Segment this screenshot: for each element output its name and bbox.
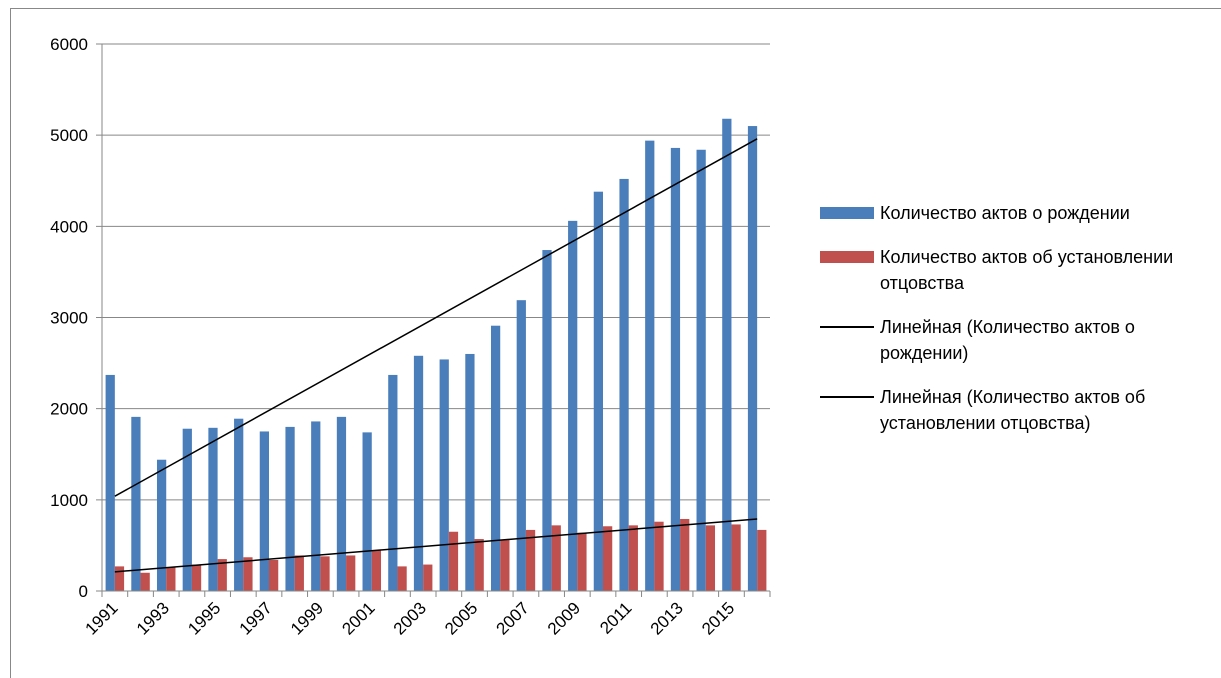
legend: Количество актов о рождении Количество ак… — [820, 200, 1210, 454]
bar — [336, 416, 347, 591]
y-tick-label: 2000 — [50, 400, 88, 419]
legend-swatch — [820, 326, 874, 328]
x-tick-label: 1997 — [236, 598, 276, 638]
legend-label: Линейная (Количество актов о рождении) — [880, 317, 1135, 363]
y-tick-label: 4000 — [50, 217, 88, 236]
bar — [191, 564, 202, 591]
bar — [619, 178, 629, 591]
bar — [114, 566, 125, 591]
bar — [439, 359, 449, 591]
bar — [705, 525, 716, 591]
legend-item: Линейная (Количество актов о рождении) — [820, 314, 1210, 366]
bar — [731, 524, 741, 591]
y-tick-label: 0 — [79, 582, 88, 601]
bar — [285, 426, 295, 591]
bar — [516, 300, 526, 591]
bar — [577, 532, 587, 591]
y-tick-label: 1000 — [50, 491, 88, 510]
bar — [208, 427, 218, 591]
bar — [362, 432, 372, 591]
x-tick-label: 1995 — [184, 598, 224, 638]
x-tick-label: 2011 — [596, 598, 635, 637]
bar — [551, 525, 561, 591]
bar — [320, 556, 330, 591]
bar — [490, 325, 501, 591]
bar — [371, 549, 382, 591]
bar — [696, 149, 706, 591]
bar — [465, 353, 475, 591]
bar — [525, 529, 536, 591]
bar — [140, 572, 150, 591]
bar — [680, 518, 690, 591]
x-tick-label: 1991 — [81, 598, 121, 638]
bar — [182, 428, 192, 591]
trend-line — [114, 518, 758, 573]
x-tick-label: 2001 — [338, 598, 378, 638]
legend-label: Количество актов об установлении отцовст… — [880, 247, 1174, 293]
bar — [448, 531, 459, 591]
legend-swatch — [820, 396, 874, 398]
bar — [269, 560, 279, 591]
bar — [542, 250, 552, 591]
bar — [346, 555, 356, 591]
bar — [234, 418, 244, 591]
x-tick-label: 2013 — [647, 598, 687, 638]
x-tick-label: 1999 — [287, 598, 327, 638]
x-tick-label: 1993 — [133, 598, 173, 638]
bar — [388, 374, 398, 591]
bar — [131, 416, 141, 591]
x-tick-label: 2015 — [698, 598, 738, 638]
bar — [593, 191, 603, 591]
legend-swatch — [820, 207, 874, 219]
legend-label: Количество актов о рождении — [880, 203, 1130, 223]
x-tick-label: 2003 — [390, 598, 430, 638]
bar — [628, 525, 638, 591]
bar — [500, 539, 510, 591]
bar — [311, 421, 321, 591]
bar — [105, 374, 115, 591]
bar — [166, 567, 176, 591]
bar — [397, 566, 407, 591]
legend-swatch — [820, 251, 874, 263]
bar — [294, 555, 304, 591]
y-tick-label: 5000 — [50, 126, 88, 145]
x-tick-label: 2007 — [493, 598, 533, 638]
bar — [603, 526, 613, 591]
legend-item: Линейная (Количество актов об установлен… — [820, 384, 1210, 436]
x-tick-label: 2009 — [544, 598, 584, 638]
bar — [722, 118, 732, 592]
legend-label: Линейная (Количество актов об установлен… — [880, 387, 1146, 433]
legend-item: Количество актов о рождении — [820, 200, 1210, 226]
bar — [474, 539, 484, 591]
bar — [670, 147, 681, 591]
bar — [645, 140, 655, 592]
bar — [654, 521, 664, 591]
bar — [259, 431, 269, 591]
legend-item: Количество актов об установлении отцовст… — [820, 244, 1210, 296]
bar — [757, 529, 767, 591]
bar — [243, 557, 253, 591]
x-tick-label: 2005 — [441, 598, 481, 638]
bar — [423, 564, 433, 591]
bar — [747, 126, 758, 592]
y-tick-label: 6000 — [50, 35, 88, 54]
bar — [568, 220, 578, 591]
bar — [156, 459, 167, 591]
trend-line — [114, 138, 758, 497]
bar — [217, 559, 227, 591]
chart-border — [10, 8, 1221, 678]
y-tick-label: 3000 — [50, 309, 88, 328]
bar — [413, 355, 424, 591]
